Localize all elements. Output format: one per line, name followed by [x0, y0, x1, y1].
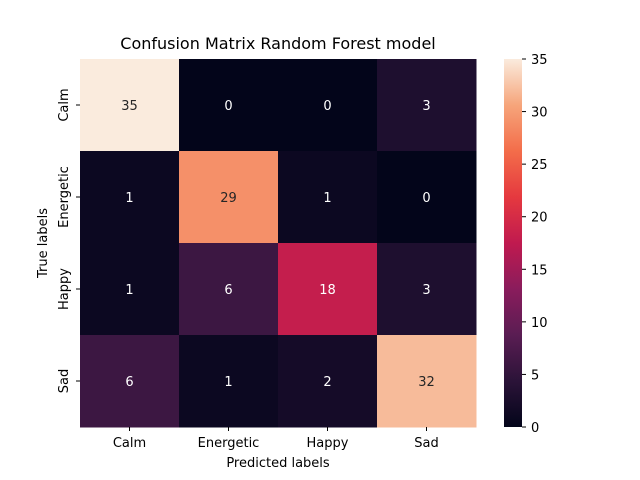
heatmap-cell	[179, 59, 279, 152]
colorbar-tick-label: 25	[531, 158, 548, 173]
chart-title: Confusion Matrix Random Forest model	[120, 34, 435, 53]
colorbar-tick-label: 0	[531, 421, 539, 436]
cell-value-label: 29	[220, 191, 237, 206]
heatmap-cell	[278, 335, 378, 428]
cell-value-label: 1	[125, 191, 133, 206]
heatmap-cell	[80, 151, 180, 244]
colorbar-tick-label: 35	[531, 53, 548, 68]
cell-value-label: 18	[319, 283, 336, 298]
y-tick-label: Calm	[57, 88, 72, 121]
heatmap-cell	[278, 151, 378, 244]
x-axis-ticks: Calm Energetic Happy Sad	[113, 427, 439, 451]
heatmap-cells: 35 0 0 3 1 29 1 0 1 6 18 3 6 1 2 32	[80, 59, 477, 428]
cell-value-label: 35	[121, 99, 138, 114]
cell-value-label: 3	[422, 99, 430, 114]
cell-value-label: 6	[125, 375, 133, 390]
colorbar-tick-label: 5	[531, 368, 539, 383]
cell-value-label: 0	[323, 99, 331, 114]
cell-value-label: 3	[422, 283, 430, 298]
heatmap-cell	[179, 335, 279, 428]
heatmap-cell	[278, 243, 378, 336]
y-tick-label: Energetic	[57, 166, 72, 228]
heatmap-cell	[377, 151, 477, 244]
colorbar	[504, 59, 522, 427]
heatmap-cell	[80, 335, 180, 428]
heatmap-cell	[278, 59, 378, 152]
x-tick-label: Calm	[113, 436, 146, 451]
heatmap-cell	[179, 151, 279, 244]
heatmap-cell	[179, 243, 279, 336]
y-tick-label: Happy	[57, 268, 72, 310]
y-axis-label: True labels	[36, 208, 51, 279]
colorbar-tick-label: 30	[531, 106, 548, 121]
colorbar-tick-label: 15	[531, 263, 548, 278]
heatmap-cell	[377, 243, 477, 336]
heatmap-cell	[80, 243, 180, 336]
heatmap-cell	[80, 59, 180, 152]
colorbar-tick-label: 10	[531, 316, 548, 331]
x-axis-label: Predicted labels	[226, 456, 330, 471]
x-tick-label: Happy	[307, 436, 349, 451]
x-tick-label: Sad	[414, 436, 438, 451]
cell-value-label: 0	[224, 99, 232, 114]
y-tick-label: Sad	[57, 369, 72, 393]
heatmap-cell	[377, 59, 477, 152]
cell-value-label: 1	[224, 375, 232, 390]
cell-value-label: 0	[422, 191, 430, 206]
cell-value-label: 6	[224, 283, 232, 298]
cell-value-label: 2	[323, 375, 331, 390]
colorbar-tick-label: 20	[531, 211, 548, 226]
cell-value-label: 32	[418, 375, 435, 390]
cell-value-label: 1	[125, 283, 133, 298]
heatmap-cell	[377, 335, 477, 428]
x-tick-label: Energetic	[198, 436, 260, 451]
y-axis-ticks: Calm Energetic Happy Sad	[57, 88, 80, 393]
colorbar-ticks: 0 5 10 15 20 25 30 35	[522, 53, 548, 436]
cell-value-label: 1	[323, 191, 331, 206]
